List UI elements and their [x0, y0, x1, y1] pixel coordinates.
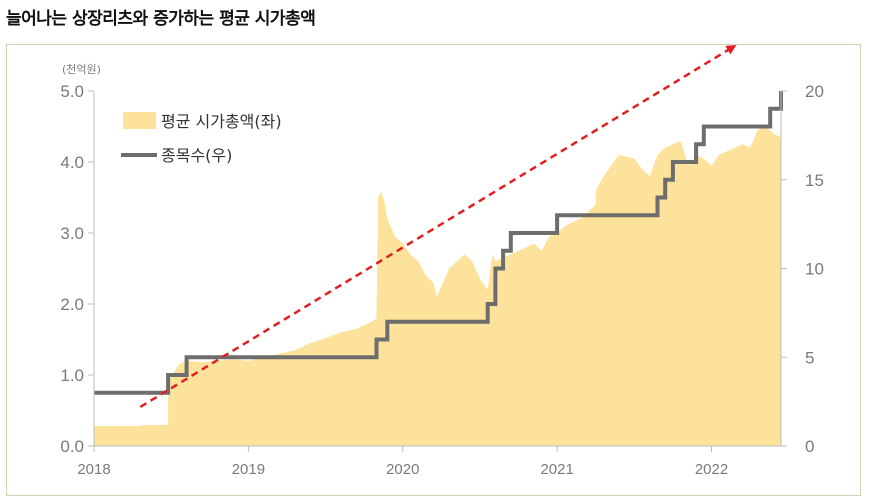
left-tick-label: 4.0 — [60, 153, 84, 172]
left-tick-label: 1.0 — [60, 366, 84, 385]
left-axis-unit-label: (천억원) — [62, 62, 101, 76]
right-tick-label: 15 — [805, 171, 824, 190]
x-tick-label: 2018 — [77, 461, 110, 478]
left-tick-label: 5.0 — [60, 82, 84, 101]
chart-title: 늘어나는 상장리츠와 증가하는 평균 시가총액 — [6, 9, 316, 29]
left-tick-label: 2.0 — [60, 295, 84, 314]
right-tick-label: 5 — [805, 348, 814, 367]
x-tick-label: 2022 — [695, 461, 728, 478]
x-tick-label: 2019 — [232, 461, 265, 478]
chart-frame — [6, 44, 861, 496]
x-tick-label: 2021 — [540, 461, 573, 478]
left-tick-label: 3.0 — [60, 224, 84, 243]
legend-label-area: 평균 시가총액(좌) — [161, 112, 282, 131]
series-area-avg-market-cap — [94, 126, 781, 446]
right-tick-label: 0 — [805, 437, 814, 456]
legend-label-line: 종목수(우) — [161, 146, 232, 165]
right-tick-label: 10 — [805, 260, 824, 279]
series-line-stock-count — [94, 91, 783, 395]
x-tick-label: 2020 — [386, 461, 419, 478]
right-tick-label: 20 — [805, 82, 824, 101]
left-tick-label: 0.0 — [60, 437, 84, 456]
trend-arrow — [139, 44, 737, 409]
legend-swatch-area — [123, 112, 156, 129]
